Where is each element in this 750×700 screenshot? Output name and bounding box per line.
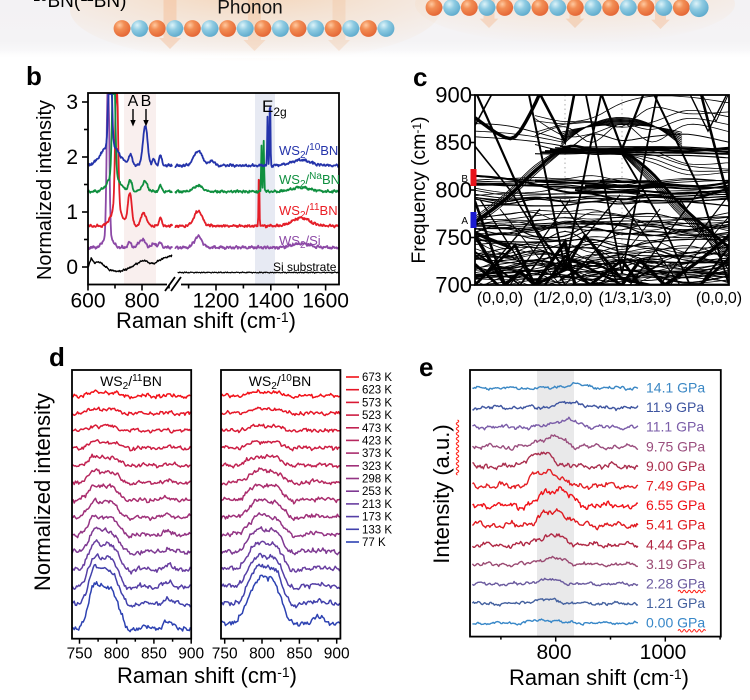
svg-text:5.41 GPa: 5.41 GPa <box>646 517 705 533</box>
svg-text:473 K: 473 K <box>362 423 392 435</box>
svg-text:600: 600 <box>70 290 105 313</box>
svg-text:A: A <box>128 93 139 110</box>
svg-text:1000: 1000 <box>640 641 687 664</box>
svg-text:850: 850 <box>141 646 167 663</box>
svg-text:900: 900 <box>435 83 472 108</box>
svg-text:423 K: 423 K <box>362 435 392 447</box>
svg-text:11.9 GPa: 11.9 GPa <box>646 399 704 415</box>
svg-text:2: 2 <box>66 146 78 169</box>
svg-text:673 K: 673 K <box>362 372 392 384</box>
svg-text:Frequency (cm-1): Frequency (cm-1) <box>408 116 430 263</box>
svg-text:9.00 GPa: 9.00 GPa <box>646 458 705 474</box>
svg-text:800: 800 <box>435 178 472 203</box>
svg-text:700: 700 <box>435 273 472 298</box>
svg-text:523 K: 523 K <box>362 410 392 422</box>
svg-text:7.49 GPa: 7.49 GPa <box>646 478 705 494</box>
svg-text:6.55 GPa: 6.55 GPa <box>646 497 705 513</box>
svg-text:11.1 GPa: 11.1 GPa <box>646 419 704 435</box>
svg-text:4.44 GPa: 4.44 GPa <box>646 536 705 552</box>
svg-text:3.19 GPa: 3.19 GPa <box>646 556 705 572</box>
svg-text:77 K: 77 K <box>362 537 386 549</box>
svg-text:850: 850 <box>286 646 312 663</box>
svg-text:Normalized intensity: Normalized intensity <box>30 393 55 591</box>
svg-text:750: 750 <box>212 646 238 663</box>
svg-text:e: e <box>419 352 433 382</box>
svg-text:800: 800 <box>536 641 571 664</box>
svg-text:2.28 GPa: 2.28 GPa <box>646 576 705 592</box>
svg-text:800: 800 <box>104 646 130 663</box>
svg-text:b: b <box>26 61 42 91</box>
svg-text:Intensity (a.u.): Intensity (a.u.) <box>429 424 454 563</box>
svg-text:0.00 GPa: 0.00 GPa <box>646 615 705 631</box>
svg-text:10BN(11BN): 10BN(11BN) <box>33 0 126 12</box>
svg-text:373 K: 373 K <box>362 448 392 460</box>
svg-text:WS2/NaBN: WS2/NaBN <box>279 171 340 190</box>
svg-text:Si substrate: Si substrate <box>273 260 337 274</box>
svg-text:3: 3 <box>66 91 78 114</box>
svg-text:(0,0,0): (0,0,0) <box>477 290 523 307</box>
svg-text:173 K: 173 K <box>362 512 392 524</box>
svg-text:573 K: 573 K <box>362 397 392 409</box>
svg-text:298 K: 298 K <box>362 474 392 486</box>
svg-text:850: 850 <box>435 130 472 155</box>
svg-text:d: d <box>49 342 65 372</box>
svg-text:A: A <box>461 216 468 227</box>
svg-text:323 K: 323 K <box>362 461 392 473</box>
svg-text:(0,0,0): (0,0,0) <box>696 290 742 307</box>
svg-text:Raman shift (cm-1): Raman shift (cm-1) <box>116 308 296 333</box>
svg-text:Raman shift (cm-1): Raman shift (cm-1) <box>509 665 689 690</box>
svg-text:Normalized intensity: Normalized intensity <box>34 100 56 280</box>
svg-text:750: 750 <box>435 225 472 250</box>
svg-text:800: 800 <box>124 290 159 313</box>
svg-text:9.75 GPa: 9.75 GPa <box>646 438 705 454</box>
svg-text:900: 900 <box>324 646 350 663</box>
svg-text:1400: 1400 <box>247 290 294 313</box>
svg-text:B: B <box>141 93 152 110</box>
svg-text:Phonon: Phonon <box>217 0 283 19</box>
svg-text:WS2/11BN: WS2/11BN <box>279 202 338 221</box>
svg-text:WS2/10BN: WS2/10BN <box>279 142 338 161</box>
svg-text:213 K: 213 K <box>362 499 392 511</box>
svg-text:c: c <box>413 62 427 92</box>
svg-text:750: 750 <box>67 646 93 663</box>
svg-text:1: 1 <box>66 201 78 224</box>
svg-text:623 K: 623 K <box>362 385 392 397</box>
svg-text:253 K: 253 K <box>362 486 392 498</box>
svg-text:900: 900 <box>178 646 204 663</box>
svg-text:1.21 GPa: 1.21 GPa <box>646 595 705 611</box>
svg-text:1600: 1600 <box>302 290 349 313</box>
svg-text:1200: 1200 <box>193 290 240 313</box>
svg-text:800: 800 <box>249 646 275 663</box>
svg-text:0: 0 <box>66 256 78 279</box>
svg-text:133 K: 133 K <box>362 524 392 536</box>
svg-text:Raman shift (cm-1): Raman shift (cm-1) <box>117 663 297 688</box>
svg-text:(1/3,1/3,0): (1/3,1/3,0) <box>599 290 672 307</box>
svg-text:WS2/10BN: WS2/10BN <box>249 373 312 392</box>
svg-text:WS2/Si: WS2/Si <box>279 233 321 251</box>
svg-text:B: B <box>461 174 468 185</box>
svg-text:WS2/11BN: WS2/11BN <box>100 373 162 392</box>
svg-text:14.1 GPa: 14.1 GPa <box>646 380 705 396</box>
svg-text:(1/2,0,0): (1/2,0,0) <box>533 290 593 307</box>
